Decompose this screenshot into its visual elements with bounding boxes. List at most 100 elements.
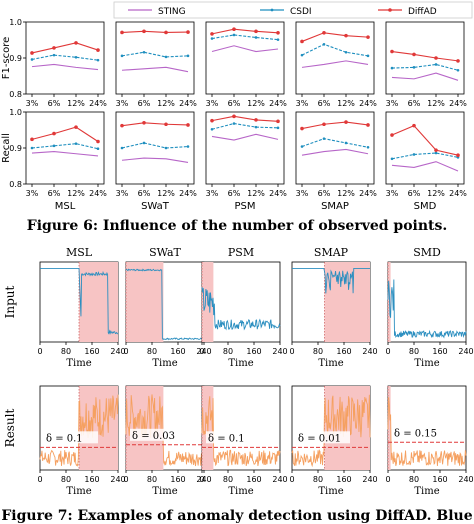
series-line-csdi [121,51,189,58]
x-tick-label: 12% [247,189,265,198]
data-point-csdi [412,153,416,156]
x-tick-label: 6% [138,189,151,198]
x-tick-label: 160 [246,347,261,356]
x-tick-label: 0 [123,475,128,484]
delta-label: δ = 0.03 [132,431,175,442]
result-signal-line [39,394,119,468]
x-tick-label: 3% [296,189,309,198]
fig7-panel-smd: SMD δ = 0.15 0 0 80 80 160 160 240 240 Time Time [385,246,473,497]
data-point-diffad [390,49,394,54]
row-label-result: Result [3,408,17,447]
input-signal-line [125,268,205,341]
data-point-csdi [254,125,258,129]
x-tick-label: 160 [432,347,447,356]
x-tick-label: 3% [206,189,219,198]
x-tick-label: 12% [427,99,445,108]
data-point-diffad [164,122,168,127]
x-axis-label: Time [228,486,253,497]
fig7-panel-swat: SWaT δ = 0.03 0 0 80 80 160 160 240 240 Time Time [123,246,211,497]
input-signal-line [292,267,370,294]
data-point-diffad [74,41,78,45]
series-line-diffad [211,115,279,122]
y-tick-label: 1.0 [9,108,22,117]
x-tick-label: 12% [337,189,355,198]
data-point-diffad [344,33,348,38]
x-tick-label: 80 [313,347,323,356]
data-point-diffad [142,29,146,34]
x-tick-label: 0 [385,475,390,484]
data-point-csdi [164,146,168,150]
legend-marker [270,8,274,12]
x-axis-label: Time [414,358,439,369]
delta-label-bg [44,431,98,444]
x-tick-label: 240 [110,475,125,484]
panel-smd-recall: 3% 6% 12% 24% SMD [385,111,467,212]
data-point-diffad [276,31,280,35]
x-axis-label: Time [318,358,343,369]
data-point-csdi [276,38,280,41]
x-tick-label: 240 [196,347,211,356]
data-point-csdi [434,151,438,155]
dataset-label: MSL [55,201,76,212]
input-frame [387,261,467,343]
data-point-diffad [456,153,460,157]
x-axis-label: Time [66,358,91,369]
x-tick-label: 6% [138,99,151,108]
x-tick-label: 160 [84,475,99,484]
x-tick-label: 6% [48,189,61,198]
data-point-csdi [276,126,280,130]
data-point-csdi [390,66,394,70]
fig7-panel-smap: SMAP δ = 0.01 0 0 80 80 160 160 240 240 Time Time [289,246,377,497]
data-point-diffad [254,118,258,122]
x-tick-label: 3% [386,99,399,108]
x-tick-label: 24% [179,99,197,108]
x-tick-label: 6% [318,189,331,198]
data-point-diffad [434,148,438,152]
legend-box [113,1,473,19]
data-point-csdi [210,127,214,131]
figure7-caption: Figure 7: Examples of anomaly detection … [1,508,473,524]
x-tick-label: 0 [385,347,390,356]
fig7-panel-psm: PSM δ = 0.1 0 0 80 80 160 160 240 240 Time Time [199,246,287,497]
data-point-csdi [52,53,56,57]
x-tick-label: 12% [157,189,175,198]
series-line-csdi [211,122,279,130]
data-point-diffad [186,30,190,34]
data-point-diffad [434,56,438,60]
x-tick-label: 24% [89,189,107,198]
data-point-csdi [96,147,100,151]
x-tick-label: 160 [336,475,351,484]
result-signal-line [125,394,205,467]
x-tick-label: 12% [427,189,445,198]
x-tick-label: 240 [362,347,377,356]
x-tick-label: 6% [228,99,241,108]
series-line-diffad [211,28,279,35]
data-point-diffad [210,32,214,36]
x-tick-label: 12% [67,189,85,198]
figure7-grid: Input Result MSL δ = 0.1 0 0 80 80 160 160 240 240 T… [3,246,474,497]
data-point-diffad [366,123,370,127]
x-tick-label: 80 [313,475,323,484]
legend-label-diffad: DiffAD [408,7,437,17]
data-point-diffad [74,125,78,129]
x-tick-label: 160 [336,347,351,356]
x-tick-label: 160 [170,475,185,484]
y-axis-label: F1-score [1,37,12,80]
series-line-sting [301,60,369,68]
series-line-csdi [31,143,99,150]
dataset-label: SMD [414,201,437,212]
delta-label-bg [206,431,260,444]
data-point-csdi [52,144,56,148]
anomaly-region [324,386,370,470]
x-tick-label: 80 [409,475,419,484]
series-line-sting [31,151,99,157]
x-tick-label: 240 [458,347,473,356]
x-tick-label: 6% [408,189,421,198]
result-signal-line [201,396,281,467]
x-tick-label: 80 [61,347,71,356]
data-point-csdi [164,55,168,59]
x-axis-label: Time [414,486,439,497]
y-tick-label: 0.8 [9,180,22,189]
y-tick-label: 0.9 [9,54,22,63]
data-point-diffad [322,31,326,35]
